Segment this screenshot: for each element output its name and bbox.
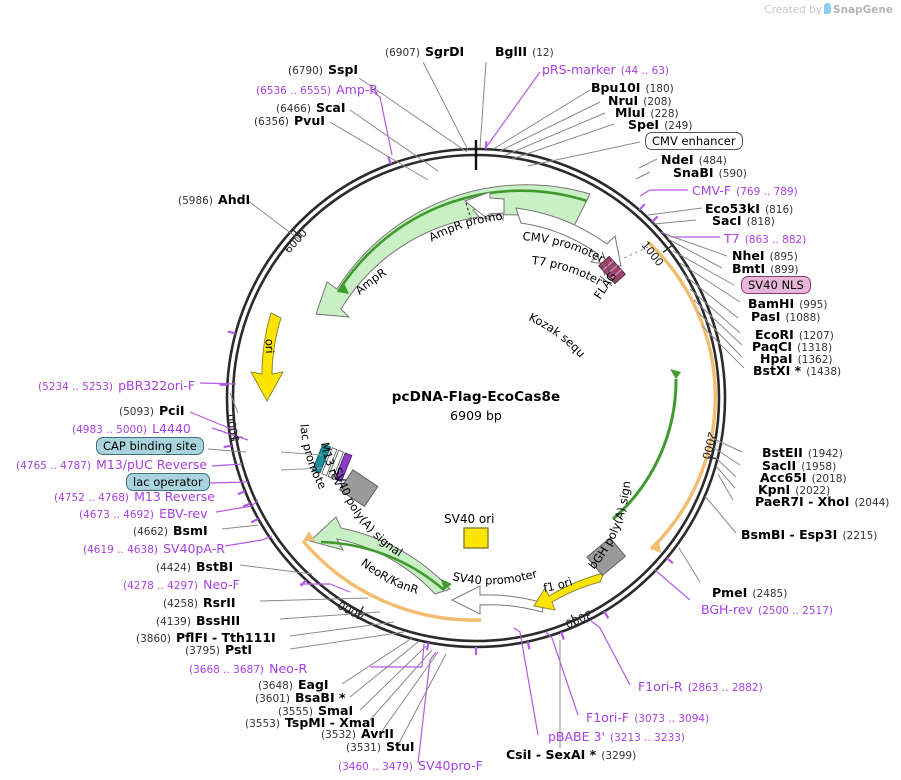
label-mlui: MluI (228) bbox=[615, 105, 679, 120]
label-nrui: NruI (208) bbox=[608, 93, 672, 108]
label-bpu10i: Bpu10I (180) bbox=[591, 80, 674, 95]
label-bsshii: (4139) BssHII bbox=[156, 613, 241, 628]
svg-text:4000: 4000 bbox=[336, 598, 367, 623]
label-sgrdi: (6907) SgrDI bbox=[385, 44, 465, 59]
label-csii-sexai: CsiI - SexAI * (3299) bbox=[506, 747, 637, 762]
label-pbabe-3p: pBABE 3' (3213 .. 3233) bbox=[548, 729, 685, 744]
label-amp-r: (6536 .. 6555) Amp-R bbox=[256, 82, 378, 97]
feature-ampr-promoter bbox=[463, 191, 505, 223]
label-prs-marker: pRS-marker (44 .. 63) bbox=[542, 62, 670, 77]
label-ndei: NdeI (484) bbox=[661, 152, 727, 167]
feature-bgh-polya bbox=[586, 537, 627, 577]
label-pmei: PmeI (2485) bbox=[712, 585, 788, 600]
svg-text:SV40 promoter: SV40 promoter bbox=[451, 566, 539, 587]
label-psti: (3795) PstI bbox=[185, 642, 253, 657]
sv40-ori-label: SV40 ori bbox=[444, 512, 495, 526]
label-m13-reverse: (4752 .. 4768) M13 Reverse bbox=[54, 489, 216, 504]
label-f1ori-f: F1ori-F (3073 .. 3094) bbox=[586, 710, 710, 725]
label-ecori: EcoRI (1207) bbox=[755, 327, 834, 342]
feature-ori bbox=[250, 312, 284, 403]
feature-flag-tag bbox=[596, 246, 649, 285]
label-f1ori-r: F1ori-R (2863 .. 2882) bbox=[638, 679, 763, 694]
label-bstbi: (4424) BstBI bbox=[156, 559, 234, 574]
svg-text:ori: ori bbox=[263, 339, 277, 354]
label-pcii: (5093) PciI bbox=[119, 403, 185, 418]
credit-brand: SnapGene bbox=[833, 4, 893, 16]
label-kpni: KpnI (2022) bbox=[758, 482, 831, 497]
snapgene-logo-icon bbox=[824, 3, 832, 14]
label-smai: (3555) SmaI bbox=[278, 703, 354, 718]
credit-prefix: Created by bbox=[764, 4, 823, 16]
label-sacii: SacII (1958) bbox=[762, 458, 837, 473]
label-stui: (3531) StuI bbox=[346, 739, 415, 754]
feature-f1-ori bbox=[533, 572, 605, 611]
label-m13-puc-reverse: (4765 .. 4787) M13/pUC Reverse bbox=[16, 457, 208, 472]
label-nhei: NheI (895) bbox=[732, 248, 798, 263]
label-t7: T7 (863 .. 882) bbox=[724, 231, 807, 246]
label-sv40pro-f: (3460 .. 3479) SV40pro-F bbox=[338, 758, 483, 773]
feature-cmv-promoter bbox=[515, 207, 622, 267]
leader-lines bbox=[189, 61, 745, 764]
label-hpai: HpaI (1362) bbox=[760, 351, 833, 366]
label-scai: (6466) ScaI bbox=[276, 100, 346, 115]
boxed-label-cap-binding-site: CAP binding site bbox=[96, 437, 204, 455]
feature-sv40-promoter bbox=[450, 585, 545, 615]
boxed-label-cmv-enhancer: CMV enhancer bbox=[645, 132, 743, 150]
label-pvui: (6356) PvuI bbox=[254, 113, 325, 128]
label-bsabi: (3601) BsaBI * bbox=[255, 690, 346, 705]
boxed-label-sv40-nls: SV40 NLS bbox=[741, 276, 811, 294]
svg-text:2000: 2000 bbox=[699, 430, 718, 460]
plasmid-title-block: pcDNA-Flag-EcoCas8e 6909 bp bbox=[326, 389, 626, 423]
label-acc65i: Acc65I (2018) bbox=[760, 470, 847, 485]
svg-text:6000: 6000 bbox=[282, 227, 310, 257]
snapgene-credit: Created by SnapGene bbox=[764, 3, 893, 16]
label-bsmi: (4662) BsmI bbox=[133, 523, 208, 538]
label-bmti: BmtI (899) bbox=[732, 261, 799, 276]
label-neo-f: (4278 .. 4297) Neo-F bbox=[123, 577, 240, 592]
label-eco53ki: Eco53kI (816) bbox=[705, 201, 794, 216]
label-saci: SacI (818) bbox=[712, 213, 775, 228]
svg-text:5000: 5000 bbox=[224, 413, 242, 443]
feature-sv40-polya bbox=[338, 469, 379, 508]
label-paer7i-xhoi: PaeR7I - XhoI (2044) bbox=[755, 494, 890, 509]
label-bglii: BglII (12) bbox=[495, 44, 554, 59]
label-rsrii: (4258) RsrII bbox=[163, 595, 236, 610]
cut-site-ticks bbox=[219, 141, 674, 655]
feature-neor-kanr bbox=[308, 516, 452, 595]
plasmid-name: pcDNA-Flag-EcoCas8e bbox=[391, 389, 561, 405]
label-bsmbi-esp3i: BsmBI - Esp3I (2215) bbox=[741, 527, 878, 542]
label-sspi: (6790) SspI bbox=[288, 62, 359, 77]
label-tspmi-xmai: (3553) TspMI - XmaI bbox=[245, 715, 375, 730]
label-snabi: SnaBI (590) bbox=[673, 165, 747, 180]
label-paqci: PaqCI (1318) bbox=[752, 339, 833, 354]
boxed-label-lac-operator: lac operator bbox=[126, 473, 210, 491]
feature-sv40-ori-box bbox=[463, 527, 489, 549]
label-spei: SpeI (249) bbox=[628, 117, 693, 132]
label-sv40pa-r: (4619 .. 4638) SV40pA-R bbox=[83, 541, 225, 556]
label-l4440: (4983 .. 5000) L4440 bbox=[72, 421, 191, 436]
feature-lac-region bbox=[280, 443, 353, 483]
label-bgh-rev: BGH-rev (2500 .. 2517) bbox=[701, 602, 833, 617]
label-neo-r: (3668 .. 3687) Neo-R bbox=[189, 661, 308, 676]
label-pflfi-tth111i: (3860) PflFI - Tth111I bbox=[136, 630, 276, 645]
label-bstxi: BstXI * (1438) bbox=[753, 363, 842, 378]
svg-text:3000: 3000 bbox=[563, 607, 594, 630]
feature-kozak-sequence bbox=[599, 271, 617, 287]
label-bsteii: BstEII (1942) bbox=[762, 445, 843, 460]
label-pbr322ori-f: (5234 .. 5253) pBR322ori-F bbox=[38, 378, 196, 393]
label-eagi: (3648) EagI bbox=[258, 677, 329, 692]
label-ebv-rev: (4673 .. 4692) EBV-rev bbox=[79, 506, 208, 521]
plasmid-size: 6909 bp bbox=[450, 408, 502, 423]
feature-insert-arcs bbox=[301, 240, 717, 622]
label-bamhi: BamHI (995) bbox=[748, 296, 828, 311]
label-ahdi: (5986) AhdI bbox=[178, 192, 251, 207]
feature-ampr bbox=[315, 184, 591, 318]
label-avrii: (3532) AvrII bbox=[321, 726, 394, 741]
label-pasi: PasI (1088) bbox=[751, 309, 821, 324]
label-cmv-f: CMV-F (769 .. 789) bbox=[692, 183, 798, 198]
